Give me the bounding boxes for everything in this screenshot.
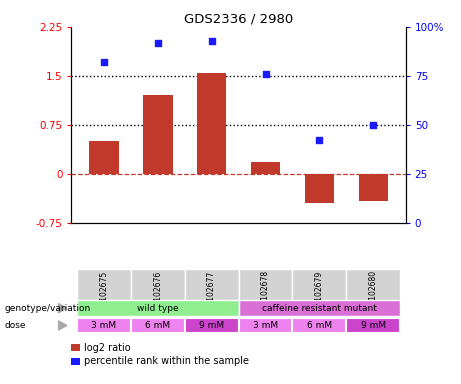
Polygon shape: [59, 303, 67, 313]
Text: GSM102676: GSM102676: [153, 270, 162, 316]
Text: GSM102680: GSM102680: [369, 270, 378, 316]
Point: [154, 40, 161, 46]
Text: 3 mM: 3 mM: [253, 321, 278, 330]
Point: [370, 122, 377, 128]
Text: genotype/variation: genotype/variation: [5, 304, 91, 313]
Text: GSM102675: GSM102675: [99, 270, 108, 316]
Text: log2 ratio: log2 ratio: [84, 343, 131, 353]
Text: 6 mM: 6 mM: [307, 321, 332, 330]
Bar: [305, 174, 334, 203]
Bar: [71, 344, 80, 351]
Text: 9 mM: 9 mM: [361, 321, 386, 330]
Point: [316, 137, 323, 144]
Bar: [77, 269, 131, 300]
Bar: [77, 318, 131, 333]
Bar: [239, 318, 292, 333]
Bar: [89, 141, 118, 174]
Bar: [346, 318, 400, 333]
Text: GSM102679: GSM102679: [315, 270, 324, 316]
Text: percentile rank within the sample: percentile rank within the sample: [84, 356, 249, 366]
Text: 9 mM: 9 mM: [199, 321, 224, 330]
Bar: [131, 318, 185, 333]
Polygon shape: [59, 321, 67, 330]
Bar: [239, 269, 292, 300]
Bar: [185, 269, 239, 300]
Point: [262, 71, 269, 77]
Bar: [131, 269, 185, 300]
Text: wild type: wild type: [137, 304, 178, 313]
Text: caffeine resistant mutant: caffeine resistant mutant: [262, 304, 377, 313]
Bar: [359, 174, 388, 201]
Point: [100, 59, 107, 65]
Bar: [292, 318, 346, 333]
Text: dose: dose: [5, 321, 26, 330]
Text: GSM102677: GSM102677: [207, 270, 216, 316]
Text: 3 mM: 3 mM: [91, 321, 116, 330]
Bar: [71, 358, 80, 365]
Bar: [77, 300, 239, 316]
Point: [208, 38, 215, 44]
Bar: [197, 73, 226, 174]
Bar: [292, 269, 346, 300]
Text: 6 mM: 6 mM: [145, 321, 170, 330]
Text: GSM102678: GSM102678: [261, 270, 270, 316]
Bar: [143, 95, 172, 174]
Title: GDS2336 / 2980: GDS2336 / 2980: [184, 13, 293, 26]
Bar: [185, 318, 239, 333]
Bar: [239, 300, 400, 316]
Bar: [346, 269, 400, 300]
Bar: [251, 162, 280, 174]
